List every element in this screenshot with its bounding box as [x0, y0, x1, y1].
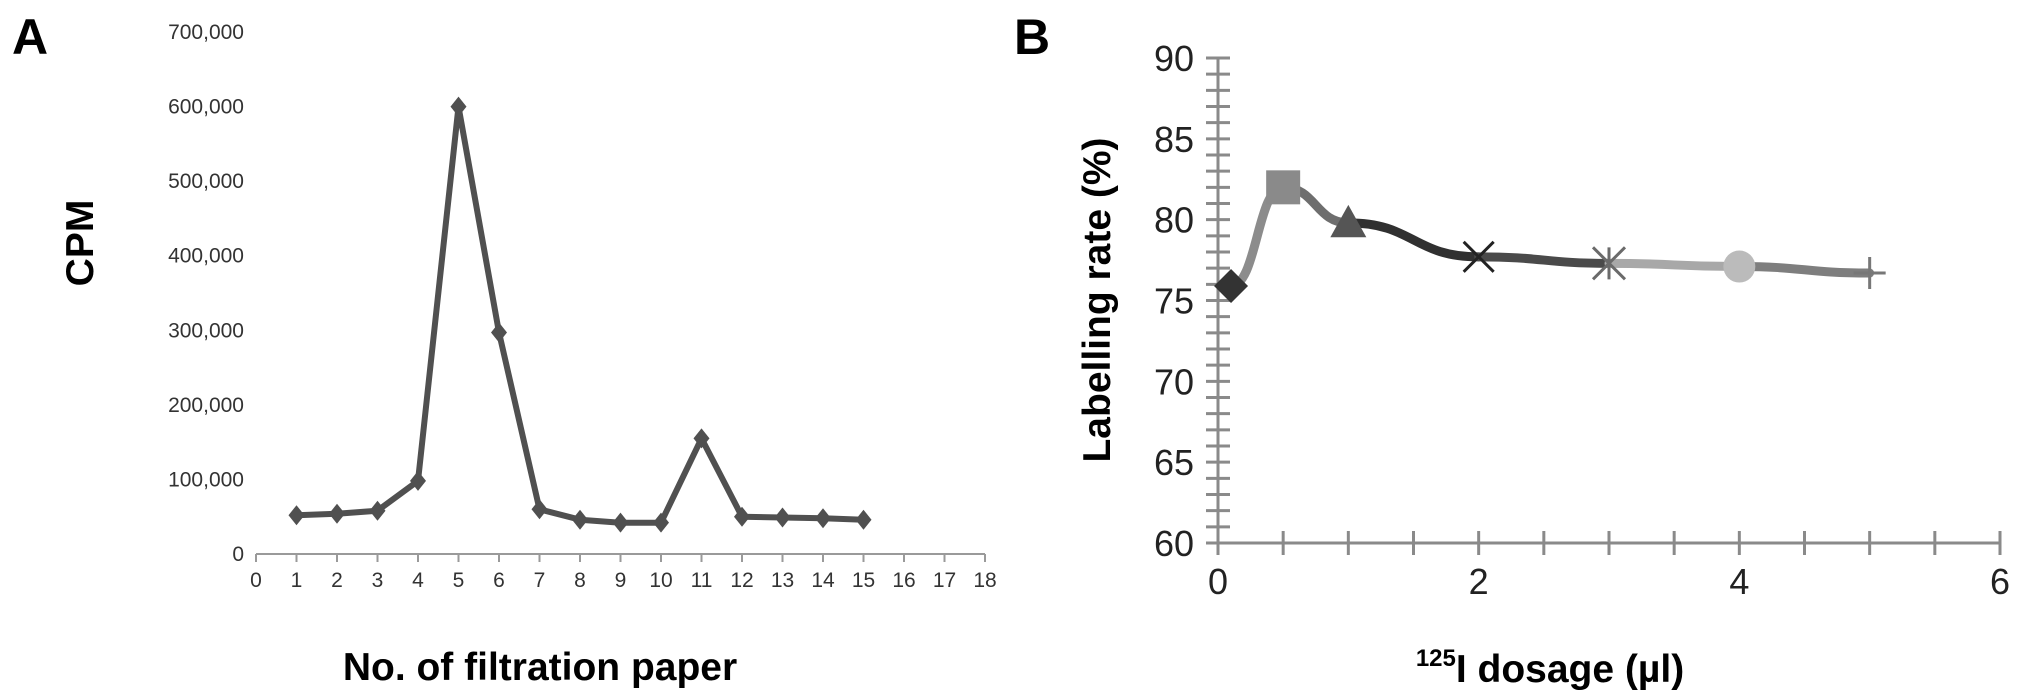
x-axis-title: No. of filtration paper [343, 646, 737, 689]
data-point-diamond [531, 499, 548, 520]
data-point-x [1462, 240, 1495, 273]
x-tick-label: 10 [649, 569, 672, 592]
y-tick-label: 90 [1154, 38, 1194, 79]
x-tick-label: 3 [372, 569, 384, 592]
y-tick-label: 700,000 [168, 21, 244, 44]
series-line [296, 103, 864, 526]
x-tick-label: 2 [331, 569, 343, 592]
y-tick-label: 200,000 [168, 394, 244, 417]
y-tick-label: 80 [1154, 200, 1194, 241]
y-tick-label: 600,000 [168, 96, 244, 119]
x-tick-label: 13 [771, 569, 794, 592]
series-segment [1604, 258, 1744, 272]
y-tick-label: 500,000 [168, 170, 244, 193]
data-point-diamond [612, 512, 629, 533]
x-tick-label: 11 [691, 569, 713, 592]
x-tick-label: 7 [534, 569, 546, 592]
data-point-diamond [491, 322, 507, 343]
x-tick-label: 6 [1990, 561, 2010, 602]
data-point-diamond [369, 500, 386, 521]
panel-a-label: A [12, 9, 49, 65]
x-tick-label: 8 [574, 569, 586, 592]
data-point-circle [1723, 250, 1756, 283]
x-tick-label: 4 [1729, 561, 1749, 602]
data-point-square [1266, 170, 1301, 205]
y-axis-title: CPM [59, 200, 102, 287]
x-axis-title: 125I dosage (µl) [1416, 645, 1684, 691]
data-point-diamond [774, 507, 791, 528]
x-axis-title-main: I dosage (µl) [1456, 648, 1684, 691]
x-tick-label: 1 [291, 569, 303, 592]
y-tick-label: 400,000 [168, 245, 244, 268]
series-segment [1734, 262, 1875, 278]
x-tick-label: 18 [973, 569, 996, 592]
data-point-star [1591, 246, 1627, 281]
data-point-diamond [288, 505, 305, 526]
x-axis-title-superscript: 125 [1416, 645, 1456, 672]
data-point-diamond [693, 428, 710, 449]
data-point-diamond [734, 506, 750, 527]
y-tick-label: 300,000 [168, 319, 244, 342]
y-tick-label: 70 [1154, 361, 1194, 402]
panel-a-chart: A 0 1 2 3 4 5 6 7 8 9 10 11 12 13 14 15 16 17 18 0 100,000 20… [0, 0, 1010, 698]
x-tick-label: 0 [1208, 561, 1228, 602]
data-point-diamond [450, 96, 467, 117]
x-tick-label: 9 [615, 569, 627, 592]
y-axis-title: Labelling rate (%) [1076, 137, 1119, 462]
x-tick-label: 2 [1469, 561, 1489, 602]
data-point-diamond [572, 509, 588, 530]
data-point-diamond [815, 508, 831, 529]
x-tick-label: 12 [730, 569, 753, 592]
panel-b-label: B [1014, 9, 1051, 65]
x-tick-label: 5 [453, 569, 465, 592]
data-point-plus [1853, 257, 1886, 290]
y-tick-label: 75 [1154, 281, 1194, 322]
x-tick-label: 14 [811, 569, 835, 592]
data-point-diamond [410, 470, 426, 491]
data-point-diamond [1214, 268, 1249, 303]
data-point-triangle [1330, 204, 1367, 238]
data-point-diamond [855, 509, 872, 530]
y-tick-label: 0 [232, 543, 244, 566]
y-tick-label: 85 [1154, 119, 1194, 160]
series-segment [1474, 252, 1614, 268]
panel-b-chart: B 60 65 70 75 80 85 90 0 2 4 6 125I dosage (µl) Labe… [1010, 0, 2031, 698]
data-point-diamond [329, 503, 345, 524]
x-tick-label: 0 [250, 569, 262, 592]
x-tick-label: 17 [933, 569, 956, 592]
y-tick-label: 100,000 [168, 468, 244, 491]
series-segment [1343, 218, 1484, 262]
panel-a-plot: 0 1 2 3 4 5 6 7 8 9 10 11 12 13 14 15 16 17 180100,000200,… [59, 21, 997, 689]
x-tick-label: 16 [892, 569, 915, 592]
panel-b-plot: 60 65 70 75 80 85 90 0 2 4 6 125I dosage (µl) Labell… [1076, 38, 2010, 691]
y-tick-label: 60 [1154, 523, 1194, 564]
x-tick-label: 6 [493, 569, 505, 592]
data-point-diamond [653, 512, 669, 533]
x-tick-label: 4 [412, 569, 424, 592]
y-tick-label: 65 [1154, 442, 1194, 483]
x-tick-label: 15 [852, 569, 875, 592]
